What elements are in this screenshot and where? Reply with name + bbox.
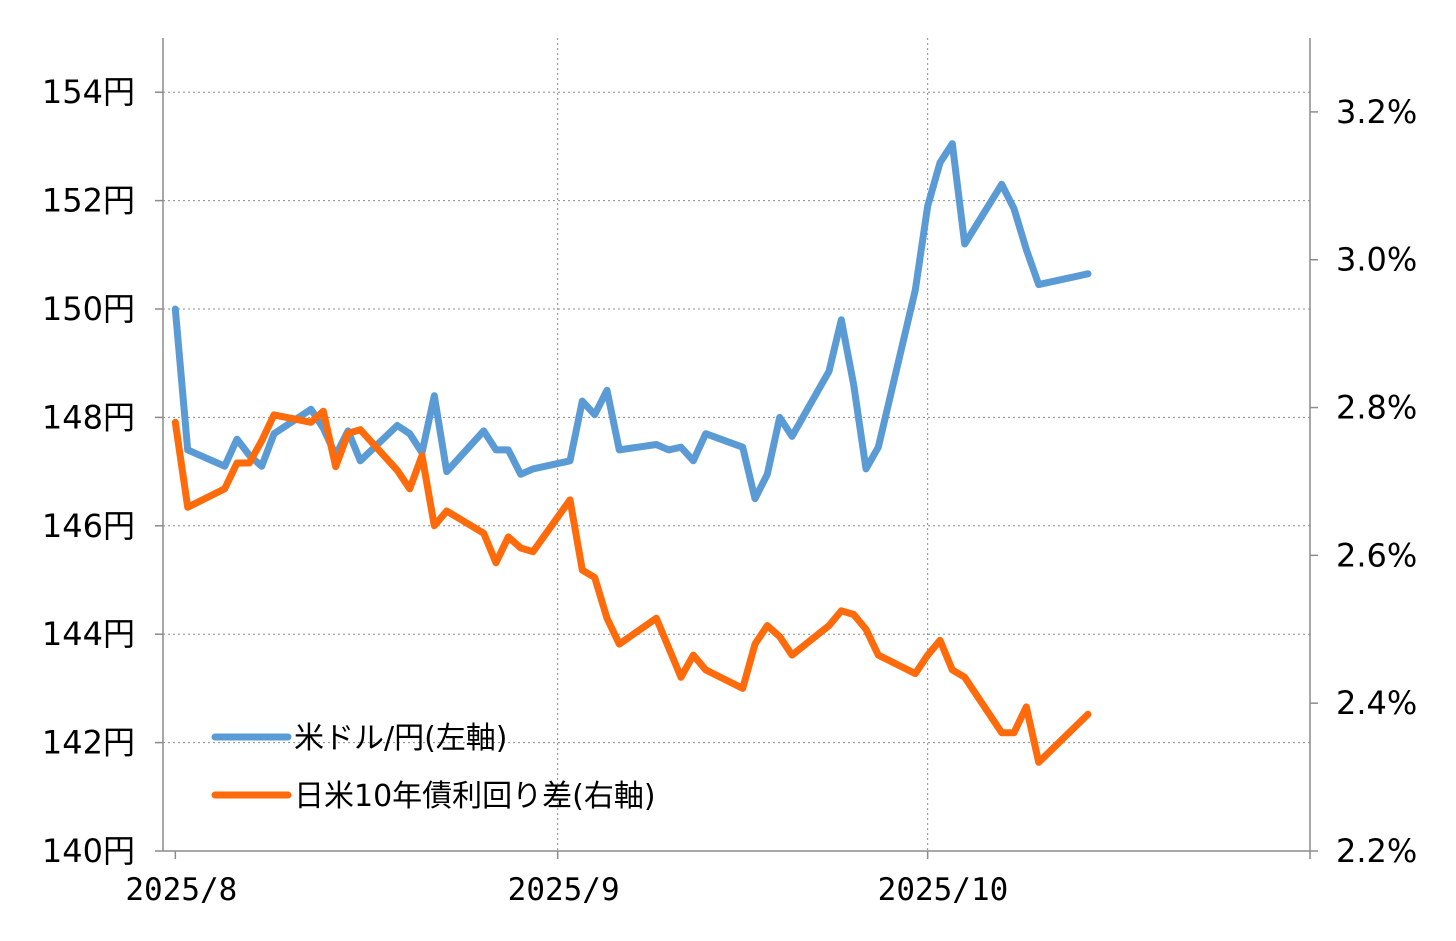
y-right-tick-label: 2.4% (1336, 684, 1417, 722)
y-left-tick-label: 152円 (42, 182, 135, 220)
gridlines (163, 38, 1310, 851)
y-right-tick-label: 2.2% (1336, 832, 1417, 870)
usdjpy-line (171, 140, 1092, 503)
y-right-tick-label: 3.2% (1336, 93, 1417, 131)
y-left-tick-label: 146円 (42, 507, 135, 545)
y-right-tick-label: 2.6% (1336, 536, 1417, 574)
y-left-tick-label: 154円 (42, 73, 135, 111)
y-left-tick-label: 150円 (42, 290, 135, 328)
series-lines (171, 140, 1092, 766)
legend-label: 日米10年債利回り差(右軸) (294, 779, 656, 814)
y-left-tick-label: 148円 (42, 398, 135, 436)
axes (155, 38, 1318, 859)
x-tick-label: 2025/8 (125, 872, 237, 908)
y-right-tick-label: 3.0% (1336, 241, 1417, 279)
legend-label: 米ドル/円(左軸) (294, 721, 508, 756)
y-left-tick-label: 140円 (42, 832, 135, 870)
yield-spread-line (171, 407, 1092, 766)
y-left-tick-label: 142円 (42, 724, 135, 762)
y-left-tick-label: 144円 (42, 615, 135, 653)
y-right-tick-label: 2.8% (1336, 389, 1417, 427)
x-tick-label: 2025/9 (508, 872, 620, 908)
x-tick-label: 2025/10 (878, 872, 1009, 908)
legend: 米ドル/円(左軸) 日米10年債利回り差(右軸) (211, 721, 656, 814)
tick-labels: 140円 142円 144円 146円 148円 150円 152円 154円 2.2% 2.4%… (42, 73, 1417, 908)
